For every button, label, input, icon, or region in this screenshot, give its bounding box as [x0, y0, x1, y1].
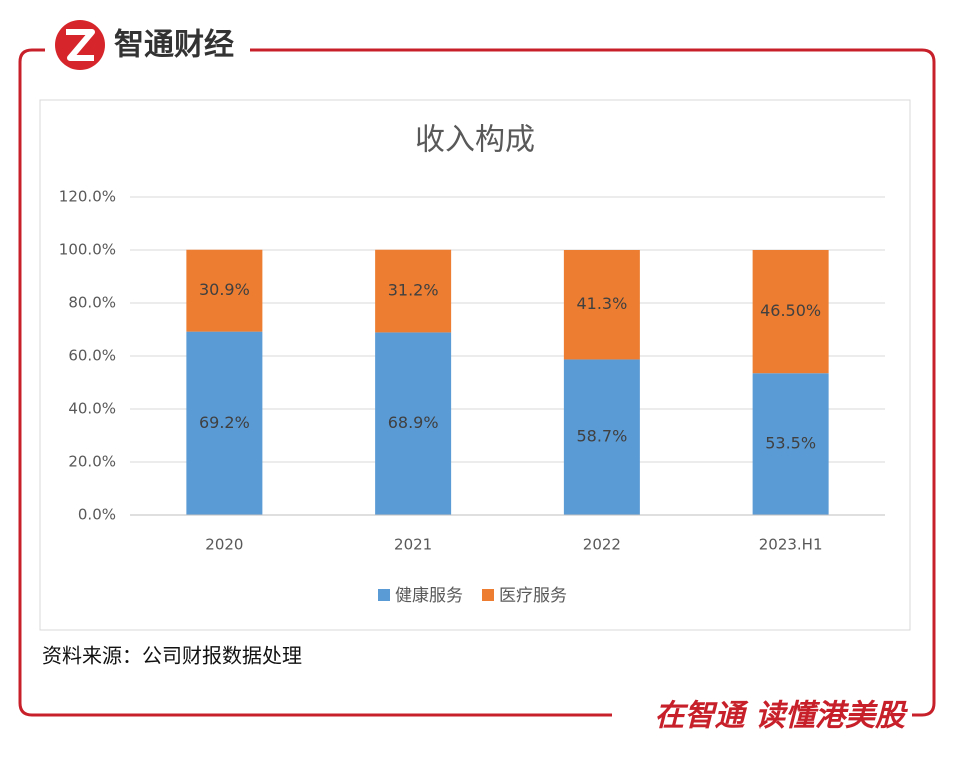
bar-segment: [563, 359, 640, 515]
x-tick-label: 2021: [394, 536, 432, 554]
source-note: 资料来源：公司财报数据处理: [42, 644, 302, 668]
bar-segment: [186, 331, 263, 515]
slogan: 在智通 读懂港美股: [655, 699, 908, 734]
y-tick-label: 120.0%: [59, 188, 116, 206]
x-tick-label: 2022: [583, 536, 621, 554]
plot: 0.0% 20.0% 40.0% 60.0% 80.0% 100.0% 120.0% 69.2…: [59, 188, 885, 606]
legend-swatch: [378, 589, 390, 601]
y-tick-label: 20.0%: [68, 453, 116, 471]
value-label: 69.2%: [199, 413, 250, 432]
y-tick-label: 100.0%: [59, 241, 116, 259]
legend-label: 医疗服务: [499, 586, 567, 606]
brand: 智通财经: [114, 28, 234, 63]
value-label: 58.7%: [576, 427, 627, 446]
value-label: 46.50%: [760, 301, 821, 320]
bar-segment: [752, 250, 829, 374]
value-label: 53.5%: [765, 434, 816, 453]
bar-segment: [186, 249, 263, 332]
y-tick-label: 60.0%: [68, 347, 116, 365]
y-tick-label: 40.0%: [68, 400, 116, 418]
value-label: 31.2%: [388, 281, 439, 300]
bar-segment: [563, 250, 640, 360]
y-tick-label: 80.0%: [68, 294, 116, 312]
chart-title: 收入构成: [415, 123, 535, 158]
x-tick-label: 2023.H1: [759, 536, 823, 554]
value-label: 68.9%: [388, 413, 439, 432]
bar-segment: [752, 373, 829, 515]
y-tick-label: 0.0%: [78, 506, 116, 524]
value-label: 30.9%: [199, 280, 250, 299]
legend-label: 健康服务: [395, 586, 463, 606]
bar-segment: [375, 332, 452, 515]
x-tick-label: 2020: [205, 536, 243, 554]
value-label: 41.3%: [576, 294, 627, 313]
frame: [18, 48, 936, 717]
logo-mark: [66, 29, 95, 61]
legend-swatch: [482, 589, 494, 601]
bar-segment: [375, 249, 452, 333]
